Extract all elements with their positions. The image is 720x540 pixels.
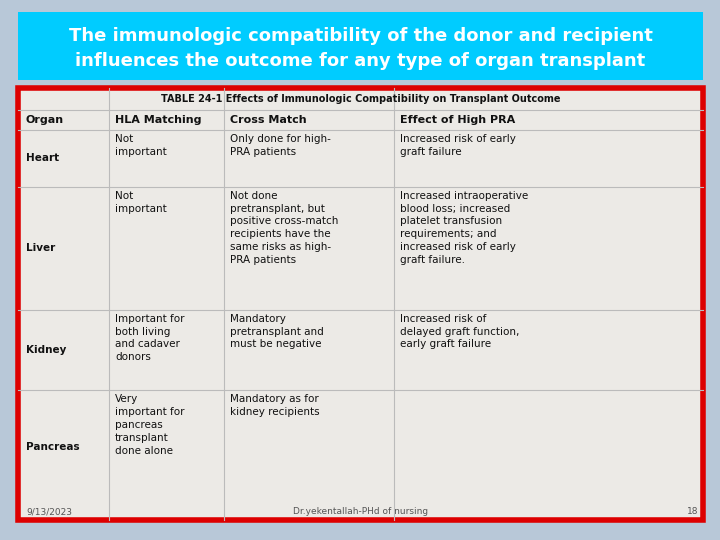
Text: Not
important: Not important	[115, 134, 167, 157]
Text: Mandatory as for
kidney recipients: Mandatory as for kidney recipients	[230, 394, 320, 417]
Text: Increased risk of
delayed graft function,
early graft failure: Increased risk of delayed graft function…	[400, 314, 519, 349]
Text: Increased risk of early
graft failure: Increased risk of early graft failure	[400, 134, 516, 157]
Text: Organ: Organ	[26, 115, 64, 125]
Text: Very
important for
pancreas
transplant
done alone: Very important for pancreas transplant d…	[115, 394, 184, 456]
Text: TABLE 24-1 Effects of Immunologic Compatibility on Transplant Outcome: TABLE 24-1 Effects of Immunologic Compat…	[161, 94, 560, 104]
Text: Important for
both living
and cadaver
donors: Important for both living and cadaver do…	[115, 314, 184, 362]
Text: influences the outcome for any type of organ transplant: influences the outcome for any type of o…	[76, 52, 646, 70]
Text: Dr.yekentallah-PHd of nursing: Dr.yekentallah-PHd of nursing	[293, 508, 428, 516]
FancyBboxPatch shape	[18, 88, 703, 520]
Text: Cross Match: Cross Match	[230, 115, 307, 125]
FancyBboxPatch shape	[18, 12, 703, 80]
Text: Only done for high-
PRA patients: Only done for high- PRA patients	[230, 134, 331, 157]
Text: The immunologic compatibility of the donor and recipient: The immunologic compatibility of the don…	[68, 27, 652, 45]
Text: Pancreas: Pancreas	[26, 442, 80, 452]
Text: 18: 18	[686, 508, 698, 516]
Text: Increased intraoperative
blood loss; increased
platelet transfusion
requirements: Increased intraoperative blood loss; inc…	[400, 191, 528, 265]
Text: Kidney: Kidney	[26, 345, 66, 355]
Text: Liver: Liver	[26, 244, 55, 253]
Text: HLA Matching: HLA Matching	[115, 115, 202, 125]
Text: Heart: Heart	[26, 153, 59, 164]
Text: 9/13/2023: 9/13/2023	[26, 508, 72, 516]
Text: Not
important: Not important	[115, 191, 167, 214]
Text: Not done
pretransplant, but
positive cross-match
recipients have the
same risks : Not done pretransplant, but positive cro…	[230, 191, 338, 265]
Text: Effect of High PRA: Effect of High PRA	[400, 115, 516, 125]
Text: Mandatory
pretransplant and
must be negative: Mandatory pretransplant and must be nega…	[230, 314, 324, 349]
